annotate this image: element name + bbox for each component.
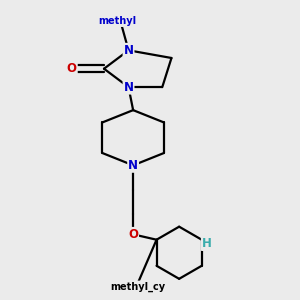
Text: N: N bbox=[124, 81, 134, 94]
Text: methyl_cy: methyl_cy bbox=[110, 281, 165, 292]
Text: N: N bbox=[128, 159, 138, 172]
Text: O: O bbox=[67, 62, 77, 75]
Text: methyl: methyl bbox=[99, 16, 137, 26]
Text: N: N bbox=[124, 44, 134, 57]
Text: O: O bbox=[128, 228, 138, 241]
Text: methyl: methyl bbox=[99, 16, 137, 26]
Text: H: H bbox=[202, 237, 212, 250]
